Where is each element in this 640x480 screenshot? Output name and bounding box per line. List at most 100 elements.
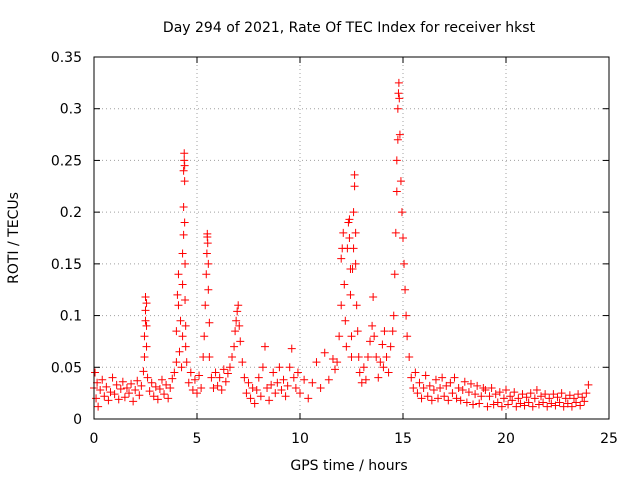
data-point xyxy=(553,393,562,402)
data-point xyxy=(411,368,420,377)
data-point xyxy=(346,290,355,299)
data-point xyxy=(335,332,344,341)
data-point xyxy=(350,182,359,191)
data-point xyxy=(491,390,500,399)
x-tick-label: 15 xyxy=(394,431,412,447)
data-point xyxy=(518,390,527,399)
data-point xyxy=(337,301,346,310)
data-point xyxy=(419,383,428,392)
data-point xyxy=(389,311,398,320)
data-point xyxy=(504,400,513,409)
data-point xyxy=(399,234,407,242)
data-point xyxy=(339,228,348,237)
data-point xyxy=(293,368,302,377)
data-point xyxy=(361,375,370,384)
data-point xyxy=(186,368,195,377)
data-point xyxy=(269,368,278,377)
x-tick-label: 5 xyxy=(193,431,202,447)
data-point xyxy=(102,382,111,391)
data-point xyxy=(142,342,151,351)
y-tick-label: 0.25 xyxy=(51,153,82,169)
data-point xyxy=(164,394,173,403)
data-point xyxy=(149,392,158,401)
data-point xyxy=(407,373,416,382)
data-point xyxy=(547,399,556,408)
data-point xyxy=(267,380,276,389)
data-point xyxy=(549,390,558,399)
data-point xyxy=(230,342,239,351)
data-point xyxy=(386,342,395,351)
data-point xyxy=(231,327,240,336)
data-point xyxy=(382,352,391,361)
data-point xyxy=(141,306,150,315)
data-point xyxy=(522,393,531,402)
data-point xyxy=(471,390,480,399)
data-point xyxy=(446,378,455,387)
data-point xyxy=(215,373,224,382)
data-point xyxy=(328,355,337,364)
data-point xyxy=(238,358,247,367)
data-point xyxy=(242,389,251,398)
data-point xyxy=(351,228,360,237)
data-point xyxy=(479,383,488,392)
data-point xyxy=(304,394,313,403)
data-point xyxy=(499,394,508,403)
data-point xyxy=(572,398,581,407)
data-point xyxy=(450,373,459,382)
y-axis-label: ROTI / TECUs xyxy=(6,192,22,284)
data-point xyxy=(510,388,519,397)
data-point xyxy=(235,321,244,330)
data-point xyxy=(162,380,171,389)
data-point xyxy=(366,337,375,346)
data-point xyxy=(225,363,234,372)
data-point xyxy=(320,348,329,357)
data-point xyxy=(151,382,160,391)
data-point xyxy=(539,398,548,407)
data-point xyxy=(369,292,378,301)
data-point xyxy=(569,394,578,403)
data-point xyxy=(376,358,385,367)
data-point xyxy=(460,377,469,386)
data-point xyxy=(350,170,359,179)
data-point xyxy=(393,135,402,144)
data-point xyxy=(219,365,228,374)
y-tick-label: 0.2 xyxy=(60,205,82,221)
data-point xyxy=(118,377,127,386)
data-point xyxy=(179,166,188,175)
data-point xyxy=(100,392,109,401)
data-point xyxy=(372,352,381,361)
data-point xyxy=(345,215,354,224)
data-point xyxy=(91,368,100,377)
data-point xyxy=(440,392,449,401)
data-point xyxy=(530,394,539,403)
y-tick-label: 0.1 xyxy=(60,309,82,325)
data-point xyxy=(425,381,434,390)
data-point xyxy=(392,156,401,165)
data-point xyxy=(260,342,269,351)
data-point xyxy=(582,389,591,398)
data-point xyxy=(368,321,377,330)
data-point xyxy=(342,342,351,351)
data-point xyxy=(464,388,473,397)
data-point xyxy=(423,392,432,401)
data-point xyxy=(202,249,211,258)
data-point xyxy=(176,316,185,325)
data-point xyxy=(477,392,486,401)
data-point xyxy=(348,265,357,274)
data-point xyxy=(110,390,119,399)
data-point xyxy=(141,292,150,301)
data-point xyxy=(211,368,220,377)
data-point xyxy=(559,402,568,411)
data-point xyxy=(184,378,193,387)
data-point xyxy=(182,358,191,367)
data-point xyxy=(543,402,552,411)
data-point xyxy=(473,381,482,390)
data-point xyxy=(256,392,265,401)
data-point xyxy=(137,381,146,390)
data-point xyxy=(563,399,572,408)
data-point xyxy=(250,399,259,408)
data-point xyxy=(277,386,286,395)
data-point xyxy=(438,373,447,382)
data-point xyxy=(248,383,257,392)
axis-ticks: 0 5 10 15 20 25 0 0.05 0.1 0.15 0.2 0.25 0.3 0.35 xyxy=(51,50,618,447)
